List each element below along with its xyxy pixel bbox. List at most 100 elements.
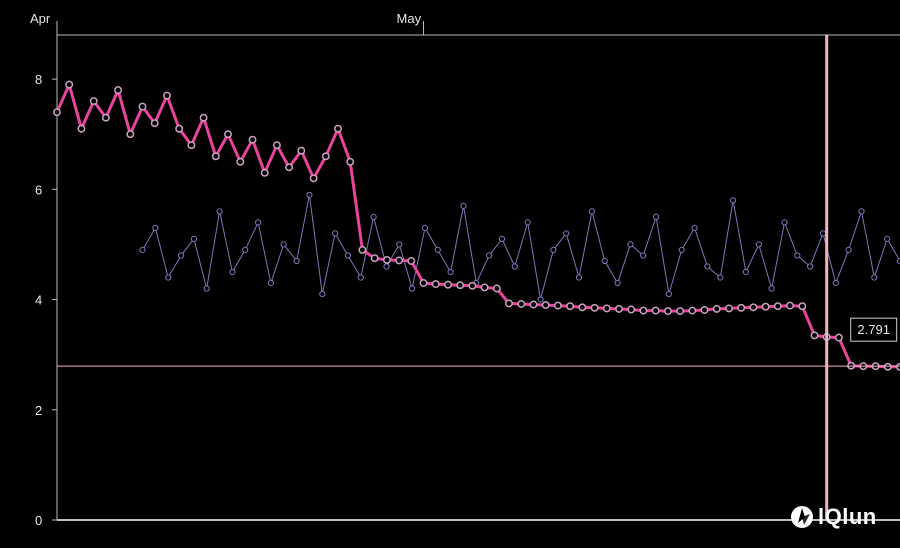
- series-point: [737, 303, 746, 312]
- series-point: [431, 280, 440, 289]
- series-point: [627, 305, 636, 314]
- series-point: [216, 208, 223, 215]
- series-point: [755, 241, 762, 248]
- series-point: [700, 306, 709, 314]
- series-point: [77, 124, 86, 133]
- series-point: [529, 300, 538, 309]
- series-point: [730, 197, 737, 204]
- series-line: [55, 80, 900, 369]
- series-point: [588, 208, 596, 215]
- series-point: [370, 254, 379, 263]
- series-point: [639, 306, 648, 315]
- series-point: [845, 246, 852, 253]
- series-point: [260, 168, 269, 177]
- series-point: [236, 157, 245, 166]
- series-point: [614, 279, 621, 287]
- series-point: [578, 303, 587, 312]
- y-tick-label: 8: [35, 72, 42, 87]
- series-point: [309, 174, 318, 183]
- series-point: [383, 263, 390, 270]
- series-point: [537, 296, 544, 303]
- series-point: [434, 246, 441, 253]
- series-point: [126, 130, 135, 139]
- series-point: [460, 202, 467, 209]
- series-point: [688, 306, 697, 315]
- series-point: [229, 268, 236, 276]
- series-point: [285, 163, 294, 172]
- series-point: [768, 285, 775, 292]
- series-point: [742, 268, 750, 276]
- x-tick-label: Apr: [30, 11, 51, 26]
- series-point: [807, 263, 814, 270]
- series-point: [456, 281, 465, 290]
- series-point: [357, 274, 364, 281]
- series-point: [498, 235, 506, 242]
- series-point: [517, 300, 526, 308]
- watermark-logo: lQlun: [790, 503, 877, 531]
- series-point: [419, 279, 428, 287]
- series-point: [511, 263, 518, 270]
- series-point: [717, 274, 724, 281]
- series-point: [590, 303, 599, 312]
- series-point: [627, 241, 634, 248]
- series-point: [676, 307, 685, 316]
- series-point: [524, 219, 531, 226]
- series-point: [798, 302, 807, 311]
- series-point: [321, 152, 330, 161]
- series-point: [280, 241, 287, 248]
- series-point: [358, 245, 367, 254]
- series-point: [152, 224, 159, 231]
- series-point: [691, 224, 698, 231]
- series-point: [832, 279, 839, 287]
- x-tick-label: May: [397, 11, 422, 26]
- series-point: [163, 91, 171, 100]
- series-point: [175, 124, 184, 133]
- series-point: [712, 304, 721, 313]
- series-point: [601, 257, 608, 265]
- series-point: [871, 274, 878, 281]
- series-point: [101, 113, 110, 122]
- series-point: [224, 130, 232, 139]
- series-point: [187, 141, 196, 150]
- series-point: [492, 284, 501, 293]
- series-point: [884, 235, 891, 242]
- series-point: [242, 246, 249, 253]
- series-point: [663, 307, 672, 316]
- series-point: [267, 279, 274, 287]
- series-point: [396, 241, 403, 248]
- watermark-text: lQlun: [818, 504, 877, 529]
- series-point: [190, 235, 197, 242]
- series-point: [150, 119, 159, 128]
- series-point: [306, 191, 313, 198]
- series-point: [834, 333, 843, 342]
- series-point: [319, 290, 326, 298]
- series-point: [199, 113, 208, 122]
- series-point: [794, 252, 801, 259]
- series-point: [407, 257, 416, 265]
- series-point: [563, 230, 570, 237]
- crosshair-value-label: 2.791: [857, 322, 890, 337]
- series-point: [550, 246, 557, 253]
- series-point: [395, 256, 404, 265]
- series-point: [255, 219, 262, 226]
- series-point: [272, 141, 281, 150]
- series-point: [334, 124, 342, 133]
- series-point: [678, 246, 685, 253]
- series-point: [211, 152, 220, 161]
- series-point: [640, 252, 647, 259]
- series-point: [486, 252, 493, 259]
- series-point: [615, 304, 623, 313]
- series-line: [142, 194, 900, 300]
- series-point: [480, 283, 489, 292]
- series-point: [177, 252, 185, 259]
- shutter-icon: [791, 506, 813, 528]
- series-layer: [53, 80, 900, 371]
- series-point: [761, 302, 770, 311]
- series-point: [819, 230, 827, 237]
- series-point: [653, 213, 660, 220]
- series-point: [332, 230, 339, 237]
- series-point: [444, 280, 452, 289]
- series-point: [346, 157, 355, 166]
- series-point: [566, 302, 575, 311]
